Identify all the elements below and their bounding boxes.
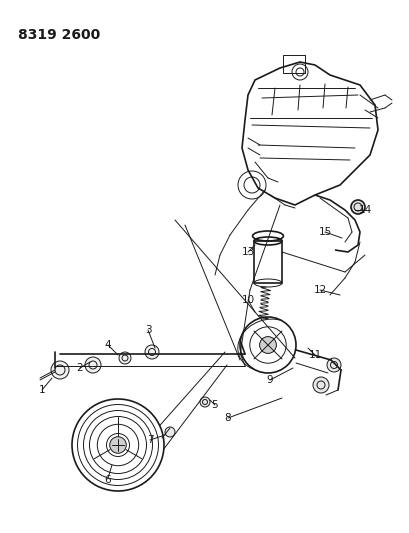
Text: 1: 1 xyxy=(38,385,45,395)
Circle shape xyxy=(51,361,69,379)
Text: 8319 2600: 8319 2600 xyxy=(18,28,100,42)
Circle shape xyxy=(110,437,126,453)
Text: 7: 7 xyxy=(146,435,153,445)
Text: 15: 15 xyxy=(318,227,331,237)
Circle shape xyxy=(326,358,340,372)
Text: 14: 14 xyxy=(357,205,371,215)
Circle shape xyxy=(85,357,101,373)
Text: 9: 9 xyxy=(266,375,273,385)
Text: 5: 5 xyxy=(211,400,218,410)
Text: 6: 6 xyxy=(104,475,111,485)
Text: 13: 13 xyxy=(241,247,254,257)
Text: 2: 2 xyxy=(76,363,83,373)
Text: 12: 12 xyxy=(312,285,326,295)
Text: 4: 4 xyxy=(104,340,111,350)
Circle shape xyxy=(145,345,159,359)
Circle shape xyxy=(259,337,276,353)
Circle shape xyxy=(164,427,175,437)
Bar xyxy=(254,241,281,283)
Text: 3: 3 xyxy=(144,325,151,335)
Circle shape xyxy=(350,200,364,214)
Text: 8: 8 xyxy=(224,413,231,423)
Text: 11: 11 xyxy=(308,350,321,360)
Text: 10: 10 xyxy=(241,295,254,305)
Circle shape xyxy=(119,352,131,364)
Circle shape xyxy=(200,397,209,407)
Circle shape xyxy=(312,377,328,393)
